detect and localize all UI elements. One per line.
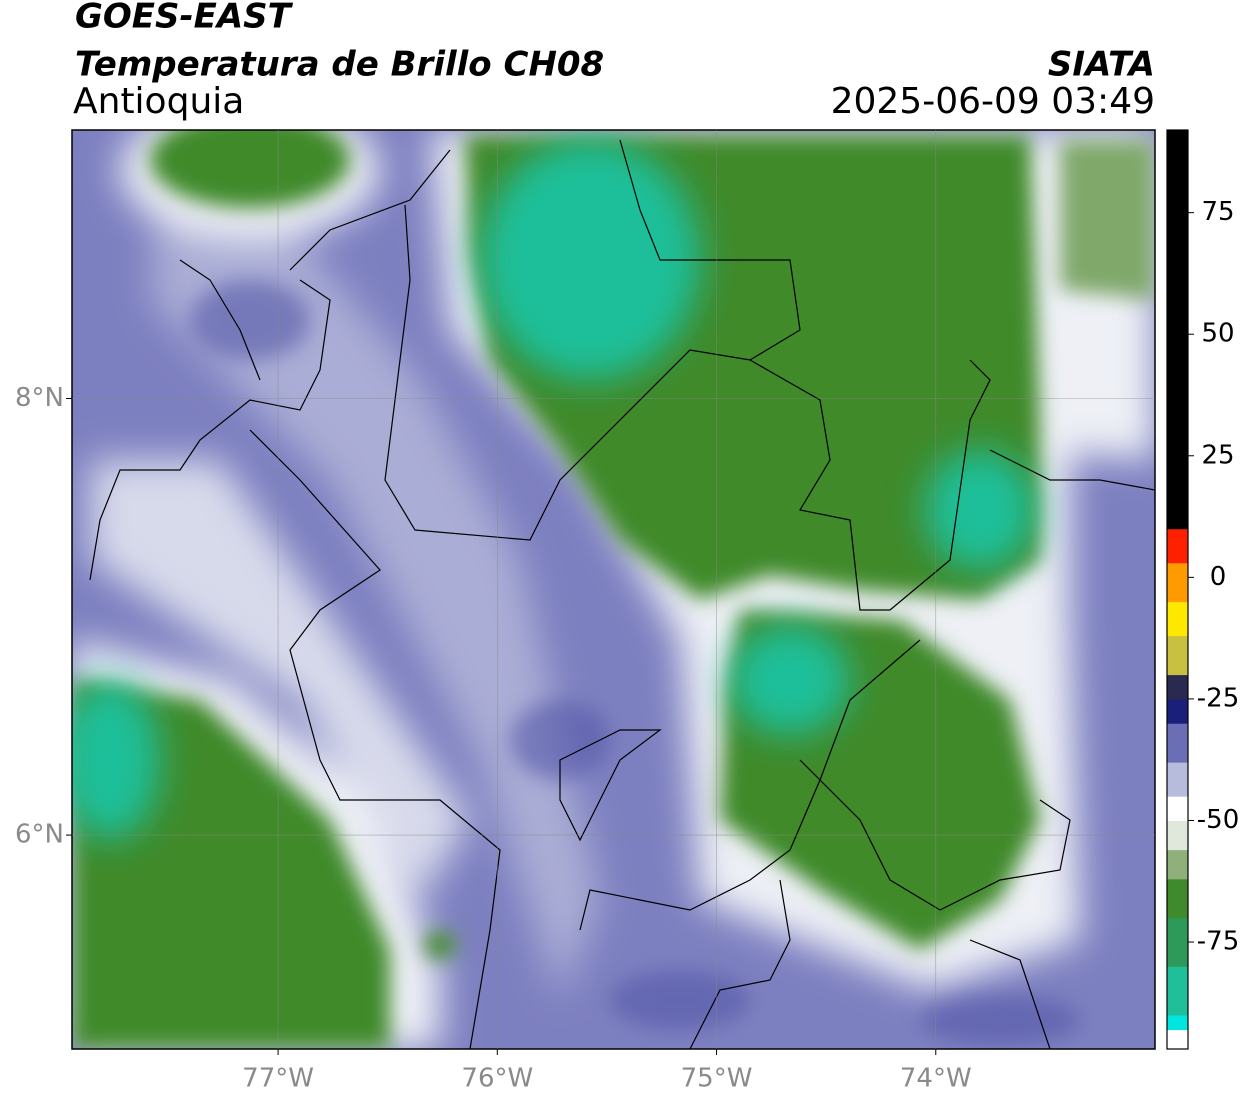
colorbar-band xyxy=(1167,130,1188,530)
colorbar-band xyxy=(1167,562,1188,603)
colorbar-tick-label: 75 xyxy=(1201,197,1234,227)
subtitle: Temperatura de Brillo CH08 xyxy=(75,45,604,85)
colorbar-band xyxy=(1167,820,1188,851)
datetime: 2025-06-09 03:49 xyxy=(831,81,1155,122)
y-tick-label: 8°N xyxy=(15,383,64,413)
region: Antioquia xyxy=(73,81,244,122)
x-tick-label: 75°W xyxy=(681,1064,753,1094)
x-tick-label: 77°W xyxy=(242,1064,314,1094)
colorbar-band xyxy=(1167,762,1188,797)
title: GOES-EAST xyxy=(75,0,294,37)
colorbar-tick-label: -75 xyxy=(1197,927,1239,957)
x-tick-label: 74°W xyxy=(900,1064,972,1094)
x-tick-label: 76°W xyxy=(461,1064,533,1094)
colorbar-tick-label: 50 xyxy=(1201,319,1234,349)
colorbar-frame xyxy=(1166,129,1189,1050)
colorbar-band xyxy=(1167,1014,1188,1031)
source: SIATA xyxy=(1048,45,1155,85)
colorbar-tick-label: -50 xyxy=(1197,805,1239,835)
colorbar-band xyxy=(1167,1029,1188,1050)
colorbar-band xyxy=(1167,966,1188,1016)
imagery xyxy=(72,130,1155,1049)
map-frame xyxy=(71,129,1156,1050)
colorbar-band xyxy=(1167,635,1188,676)
colorbar-band xyxy=(1167,601,1188,637)
colorbar-band xyxy=(1167,723,1188,763)
colorbar-band xyxy=(1167,878,1188,919)
y-tick-label: 6°N xyxy=(15,820,64,850)
colorbar-band xyxy=(1167,796,1188,821)
colorbar-band xyxy=(1167,674,1188,700)
colorbar-band xyxy=(1167,917,1188,967)
colorbar-band xyxy=(1167,698,1188,724)
colorbar-tick-label: -25 xyxy=(1197,683,1239,713)
colorbar-tick-label: 25 xyxy=(1201,440,1234,470)
colorbar-band xyxy=(1167,849,1188,880)
colorbar-band xyxy=(1167,528,1188,564)
colorbar-tick-label: 0 xyxy=(1210,562,1227,592)
